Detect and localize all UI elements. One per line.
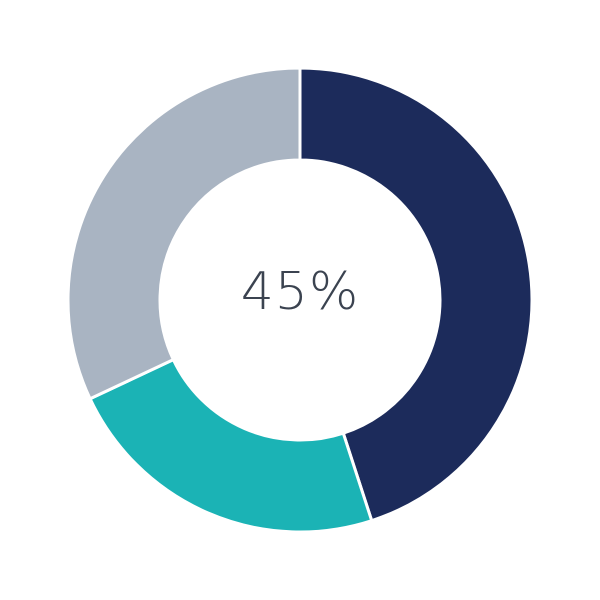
center-percentage-label: 45% <box>240 262 360 322</box>
donut-slice-2 <box>88 357 374 534</box>
donut-slice-1 <box>298 66 534 523</box>
donut-slice-3 <box>66 66 302 401</box>
